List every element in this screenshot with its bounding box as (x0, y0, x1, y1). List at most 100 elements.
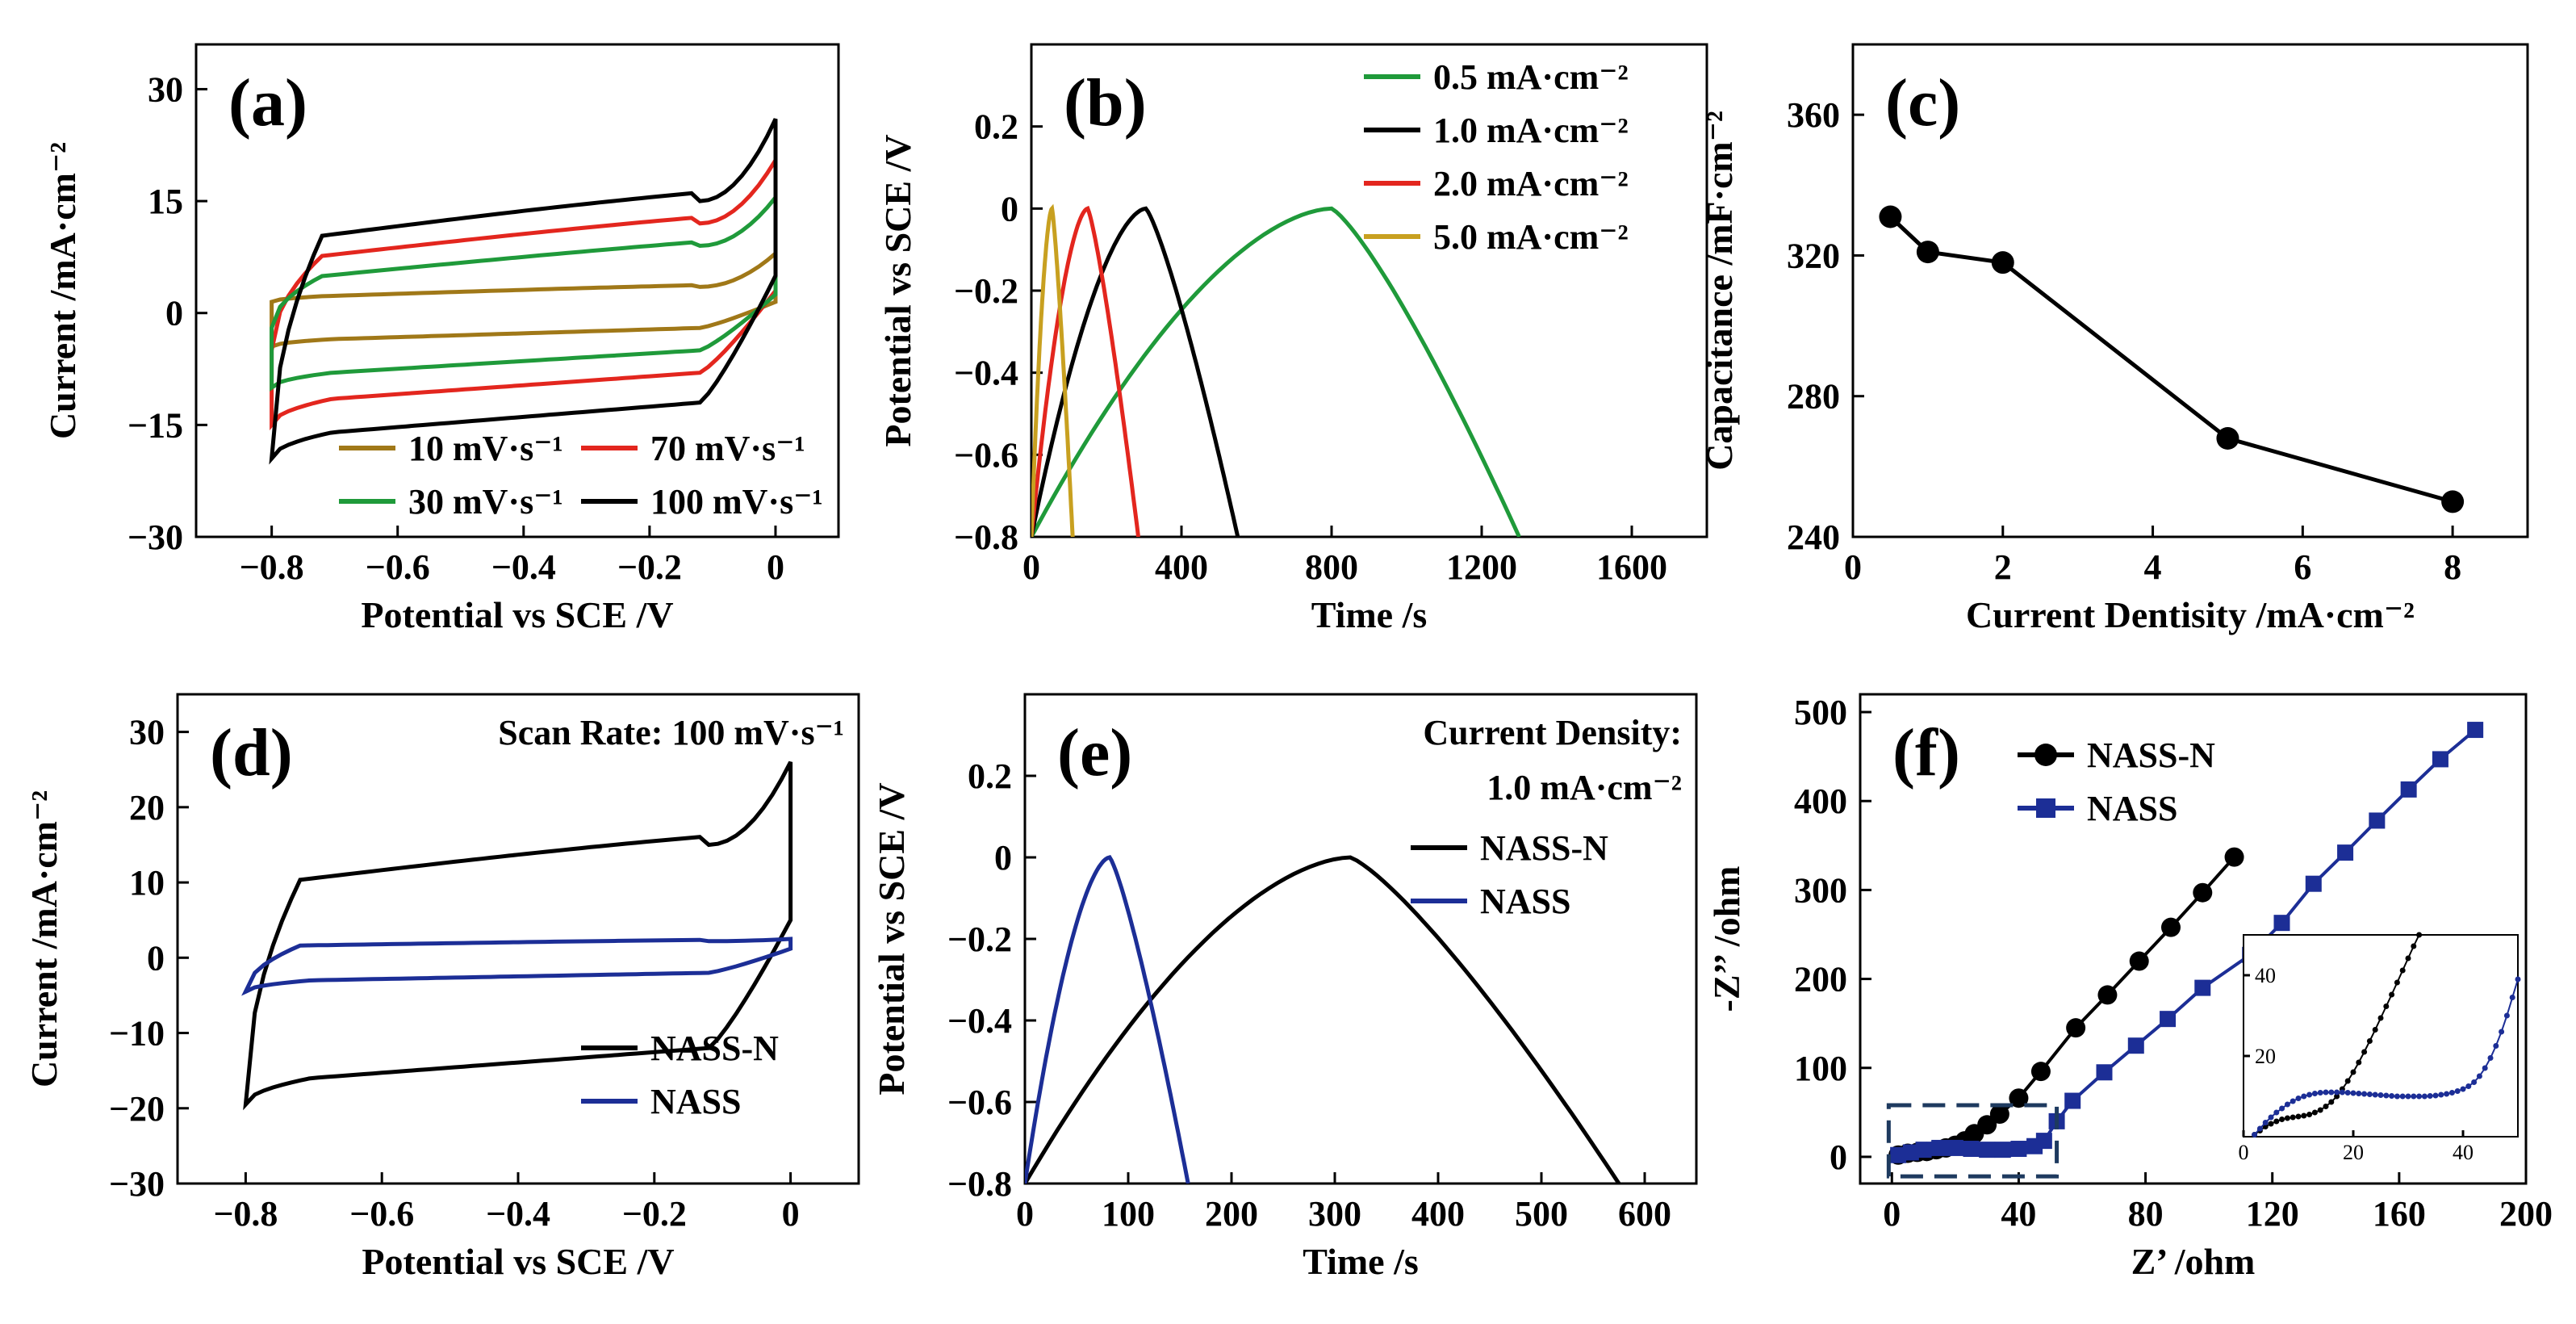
capacitance-point (1991, 251, 2014, 274)
x-tick-label: −0.6 (349, 1194, 414, 1234)
nyquist-point-square (2400, 781, 2417, 798)
y-tick-label: −30 (128, 517, 183, 557)
inset-point (2503, 1012, 2510, 1019)
y-tick-label: 320 (1787, 236, 1840, 275)
y-tick-label: 0 (147, 938, 165, 978)
x-tick-label: 0 (782, 1194, 800, 1234)
y-tick-label: 200 (1794, 960, 1847, 999)
x-tick-label: 0 (1022, 547, 1040, 587)
x-axis-title: Time /s (1303, 1241, 1419, 1282)
x-tick-label: −0.4 (486, 1194, 550, 1234)
panel-c: 0 2 4 6 8 240 280 320 360 Current Dentisity /mA·c… (1699, 43, 2529, 635)
panel-b: 0 400 800 1200 1600 −0.8 −0.6 −0.4 −0.2 0 0.2 Time … (877, 43, 1708, 635)
inset-point (2284, 1115, 2290, 1121)
inset-point (2383, 1092, 2390, 1099)
legend-label: NASS (2087, 789, 2178, 828)
y-tick-label: 280 (1787, 377, 1840, 417)
nyquist-point-square (2305, 875, 2322, 892)
inset-point (2476, 1073, 2482, 1079)
inset-point (2295, 1113, 2302, 1120)
inset-y-tick-label: 40 (2255, 964, 2276, 987)
inset-point (2444, 1091, 2450, 1097)
inset-point (2323, 1104, 2329, 1109)
nyquist-point-square (2160, 1011, 2177, 1028)
inset-x-tick-label: 20 (2343, 1141, 2364, 1164)
legend-marker (2036, 798, 2055, 818)
inset-point (2339, 1089, 2345, 1096)
x-tick-label: 1200 (1446, 547, 1517, 587)
legend-label: 0.5 mA·cm⁻² (1433, 57, 1629, 97)
panel-label: (a) (228, 65, 307, 140)
current-density-annotation-line2: 1.0 mA·cm⁻² (1487, 768, 1682, 807)
inset-point (2334, 1089, 2340, 1096)
plot-frame (194, 43, 840, 538)
current-density-annotation-line1: Current Density: (1423, 713, 1682, 752)
panel-label: (f) (1892, 715, 1960, 790)
y-tick-label: 0 (165, 294, 183, 333)
legend-label: 70 mV·s⁻¹ (650, 429, 805, 468)
legend-label: NASS-N (650, 1029, 779, 1068)
x-tick-label: 100 (1102, 1194, 1155, 1234)
x-tick-label: −0.2 (622, 1194, 687, 1234)
plot-frame (1859, 693, 2528, 1185)
inset-point (2323, 1089, 2329, 1096)
nyquist-point-square (2337, 844, 2354, 861)
x-tick-label: 500 (1515, 1194, 1568, 1234)
plot-frame (1851, 43, 2529, 538)
nyquist-point-square (1963, 1141, 1980, 1158)
legend-label: 10 mV·s⁻¹ (408, 429, 563, 468)
y-tick-label: 20 (129, 788, 165, 828)
inset-point (2306, 1091, 2313, 1098)
inset-point (2279, 1117, 2285, 1122)
y-tick-label: 10 (129, 863, 165, 903)
y-tick-label: −0.2 (947, 920, 1012, 959)
panel-label: (e) (1057, 715, 1132, 790)
series-line-2.0 mA·cm⁻² (1031, 205, 1140, 537)
inset-point (2301, 1093, 2307, 1100)
inset-point (2311, 1109, 2318, 1116)
inset-point (2361, 1091, 2368, 1097)
nyquist-point-square (1979, 1142, 1996, 1158)
y-tick-label: 0.2 (968, 756, 1012, 796)
series-line-100 mV·s⁻¹ (269, 118, 778, 465)
series-line-NASS-N (243, 760, 793, 1111)
inset-point (2399, 967, 2406, 974)
y-tick-label: 500 (1794, 693, 1847, 732)
y-tick-label: 400 (1794, 781, 1847, 821)
nyquist-point-circle (2030, 1062, 2051, 1082)
panel-e: 0 100 200 300 400 500 600 −0.8 −0.6 −0.4 −0.2 0 0.2 T… (871, 693, 1698, 1282)
x-tick-label: 0 (1844, 547, 1862, 587)
y-tick-label: −0.4 (954, 354, 1018, 393)
y-tick-label: −15 (128, 405, 183, 445)
series-line-5.0 mA·cm⁻² (1031, 203, 1075, 537)
inset-point (2372, 1027, 2378, 1033)
inset-point (2487, 1055, 2494, 1061)
inset-point (2427, 1093, 2433, 1099)
y-tick-label: 15 (148, 182, 183, 221)
y-tick-label: −10 (109, 1014, 165, 1054)
series-line-30 mV·s⁻¹ (270, 191, 778, 392)
inset-point (2328, 1089, 2335, 1096)
y-tick-label: −0.2 (954, 271, 1018, 311)
y-axis-title: -Z’’ /ohm (1706, 866, 1747, 1012)
x-axis-title: Potential vs SCE /V (362, 1241, 674, 1282)
x-tick-label: 0 (767, 547, 784, 587)
series-line-10 mV·s⁻¹ (270, 249, 778, 350)
y-tick-label: 300 (1794, 870, 1847, 910)
inset-point (2356, 1059, 2362, 1066)
nyquist-point-square (1890, 1146, 1907, 1163)
nyquist-point-square (2369, 812, 2386, 829)
panel-label: (c) (1885, 65, 1960, 140)
y-tick-label: −0.6 (947, 1083, 1012, 1122)
inset-point (2493, 1043, 2499, 1049)
y-tick-label: −0.8 (947, 1164, 1012, 1204)
legend-label: NASS-N (2087, 735, 2215, 775)
nyquist-point-square (2127, 1037, 2144, 1054)
nyquist-point-square (2194, 979, 2211, 996)
y-tick-label: 0 (994, 838, 1012, 878)
zoom-region-box (1886, 1103, 2060, 1179)
inset-point (2279, 1105, 2285, 1112)
inset-point (2405, 1093, 2411, 1100)
nyquist-point-square (1915, 1142, 1932, 1158)
y-tick-label: 100 (1794, 1049, 1847, 1088)
